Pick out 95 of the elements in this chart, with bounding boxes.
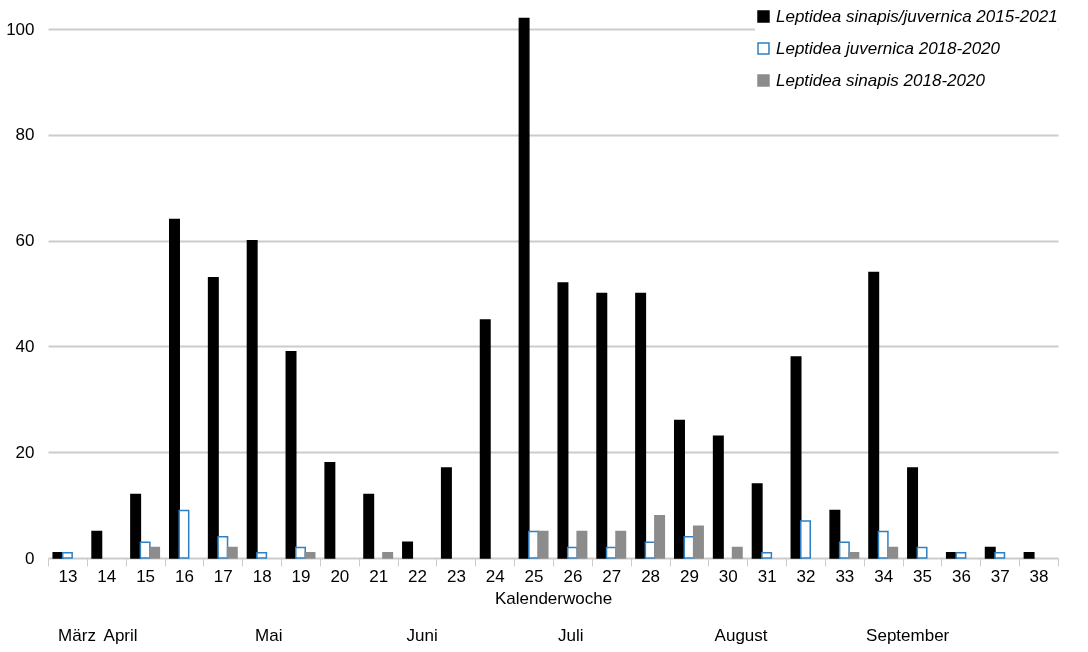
bar [692, 525, 704, 559]
x-tick-label: 14 [97, 566, 117, 586]
bar [217, 536, 229, 559]
legend-label: Leptidea sinapis/juvernica 2015-2021 [776, 6, 1058, 26]
x-tick-label: 21 [369, 566, 389, 586]
bar [887, 546, 899, 559]
bar [712, 435, 724, 559]
bar [838, 541, 850, 559]
bar [829, 509, 841, 559]
x-tick-label: 32 [796, 566, 816, 586]
text: Juli [558, 626, 584, 645]
bar [761, 551, 773, 559]
bar [615, 530, 627, 559]
bar [557, 282, 569, 559]
text: März [58, 626, 96, 645]
x-axis-title: Kalenderwoche [494, 588, 613, 608]
bar [149, 546, 161, 559]
bar [402, 541, 414, 559]
x-tick-label: 15 [136, 566, 156, 586]
x-tick-label: 33 [835, 566, 855, 586]
bar [178, 509, 190, 559]
bar [304, 551, 316, 559]
bar [683, 536, 695, 559]
bar [169, 218, 180, 559]
bar [576, 530, 588, 559]
bar [285, 351, 297, 559]
bar [654, 514, 666, 559]
text: August [714, 626, 768, 645]
bar [751, 483, 763, 559]
x-tick-label: 22 [408, 566, 427, 586]
x-tick-label: 17 [213, 566, 233, 586]
text: April [103, 626, 138, 645]
y-tick-label: 40 [15, 336, 35, 356]
x-tick-label: 19 [291, 566, 311, 586]
bar [1023, 551, 1035, 559]
bar [868, 271, 880, 559]
bar [674, 419, 685, 559]
text: Mai [255, 626, 283, 645]
y-tick-label: 20 [15, 442, 35, 462]
text: September [866, 626, 950, 645]
x-tick-label: 38 [1029, 566, 1049, 586]
bar [800, 520, 811, 559]
bar [518, 17, 530, 559]
bar [537, 530, 549, 559]
y-tick-label: 100 [6, 19, 35, 39]
bar [324, 462, 336, 559]
x-tick-label: 30 [718, 566, 738, 586]
bar [363, 493, 375, 559]
x-tick-label: 36 [951, 566, 971, 586]
bar [635, 292, 647, 559]
bar [130, 493, 142, 559]
x-tick-label: 13 [58, 566, 78, 586]
y-tick-label: 80 [15, 125, 35, 145]
x-tick-label: 28 [641, 566, 661, 586]
x-tick-label: 23 [446, 566, 466, 586]
bar [207, 276, 219, 559]
bar [440, 467, 452, 559]
x-tick-label: 25 [524, 566, 544, 586]
bar [256, 551, 268, 559]
bar [528, 530, 540, 559]
x-tick-label: 16 [175, 566, 194, 586]
bar [955, 551, 967, 559]
text: Juni [406, 626, 438, 645]
bar [994, 551, 1006, 559]
bar [596, 292, 608, 559]
bar [984, 546, 996, 559]
bar [246, 239, 258, 559]
bar [916, 546, 928, 559]
bar [61, 551, 73, 559]
bar [91, 530, 103, 559]
bar [907, 467, 919, 559]
x-tick-label: 27 [602, 566, 622, 586]
bar [139, 541, 151, 559]
bar [790, 356, 802, 559]
bar [295, 546, 306, 559]
x-tick-label: 18 [252, 566, 272, 586]
bar [848, 551, 860, 559]
bar [479, 319, 491, 559]
x-tick-label: 37 [990, 566, 1010, 586]
bar [877, 530, 889, 559]
legend-label: Leptidea sinapis 2018-2020 [776, 70, 986, 90]
x-tick-label: 26 [563, 566, 583, 586]
bar [382, 551, 394, 559]
legend-label: Leptidea juvernica 2018-2020 [776, 38, 1001, 58]
bar [52, 551, 64, 559]
x-tick-label: 24 [485, 566, 505, 586]
x-tick-label: 20 [330, 566, 350, 586]
x-tick-label: 31 [757, 566, 777, 586]
x-tick-label: 29 [680, 566, 699, 586]
bar [226, 546, 238, 559]
x-tick-label: 34 [874, 566, 894, 586]
x-tick-label: 35 [913, 566, 932, 586]
y-tick-label: 0 [25, 548, 35, 568]
bar [731, 546, 743, 559]
y-tick-label: 60 [15, 231, 35, 251]
